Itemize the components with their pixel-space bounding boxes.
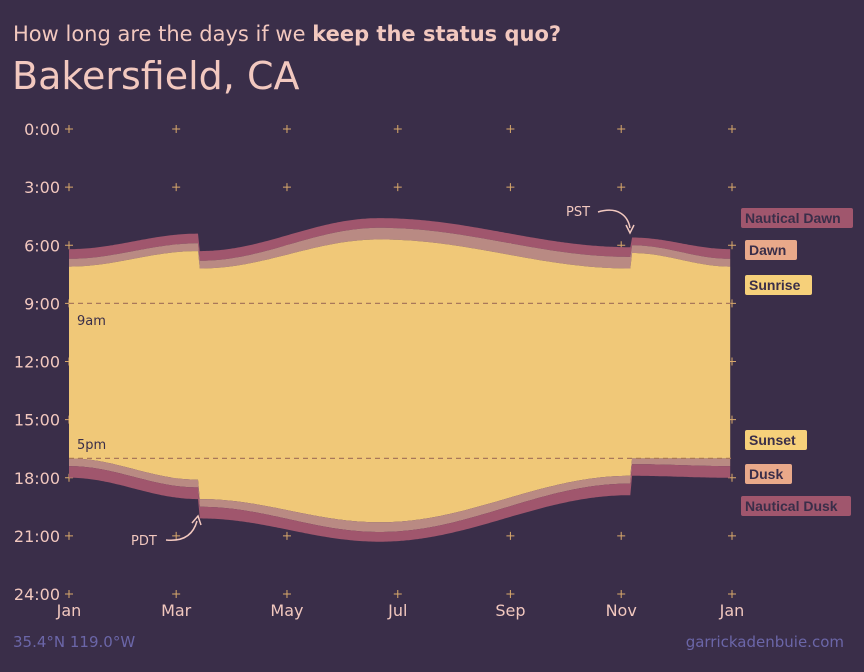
y-tick-label: 3:00 xyxy=(24,178,60,197)
coordinates-label: 35.4°N 119.0°W xyxy=(13,633,136,651)
x-tick-label: Jul xyxy=(387,601,407,620)
grid-cross xyxy=(393,590,402,598)
legend-text: Sunrise xyxy=(749,277,801,293)
legend-text: Dusk xyxy=(749,466,783,482)
legend-box xyxy=(741,496,851,516)
grid-cross xyxy=(728,183,736,192)
grid-cross xyxy=(728,125,736,133)
grid-cross xyxy=(728,531,736,540)
x-tick-label: Mar xyxy=(161,601,192,620)
grid-cross xyxy=(172,531,181,540)
grid-cross xyxy=(282,183,291,192)
chart-subtitle: How long are the days if we keep the sta… xyxy=(13,22,562,46)
y-tick-label: 24:00 xyxy=(14,585,60,604)
nautical-dusk-band xyxy=(69,464,731,542)
grid-cross xyxy=(506,531,515,540)
grid-cross xyxy=(282,590,291,598)
x-tick-label: Jan xyxy=(56,601,82,620)
grid-cross xyxy=(65,183,73,192)
grid-cross xyxy=(728,241,736,250)
y-tick-label: 18:00 xyxy=(14,469,60,488)
grid-cross xyxy=(617,590,626,598)
grid-cross xyxy=(282,531,291,540)
pst-arrowhead xyxy=(625,224,635,235)
annotation-5pm: 5pm xyxy=(77,438,106,453)
x-tick-label: Jan xyxy=(719,601,745,620)
grid-cross xyxy=(65,125,73,133)
grid-cross xyxy=(617,183,626,192)
y-tick-label: 9:00 xyxy=(24,294,60,313)
nautical-dusk-label: Nautical Dusk xyxy=(741,496,851,516)
x-tick-label: Nov xyxy=(606,601,637,620)
grid-cross xyxy=(506,183,515,192)
daylight-bands xyxy=(69,218,731,542)
dusk-label: Dusk xyxy=(745,464,792,484)
x-axis: Jan Mar May Jul Sep Nov Jan xyxy=(56,601,745,620)
legend: Nautical Dawn Dawn Sunrise Sunset Dusk Nautic… xyxy=(741,208,853,516)
grid-cross xyxy=(65,241,73,250)
y-tick-label: 0:00 xyxy=(24,120,60,139)
annotation-9am: 9am xyxy=(77,314,106,329)
annotations: 9am 5pm PST PDT xyxy=(77,205,635,549)
grid-cross xyxy=(617,531,626,540)
dawn-label: Dawn xyxy=(745,240,797,260)
grid-cross xyxy=(728,590,736,598)
grid-cross xyxy=(282,125,291,133)
legend-box xyxy=(745,275,812,295)
annotation-pdt: PDT xyxy=(131,534,157,549)
pdt-arrow xyxy=(165,520,198,541)
grid-cross xyxy=(506,590,515,598)
y-tick-label: 21:00 xyxy=(14,527,60,546)
civil-dawn-band xyxy=(69,227,731,269)
y-tick-label: 15:00 xyxy=(14,411,60,430)
legend-box xyxy=(745,240,797,260)
annotation-pst: PST xyxy=(566,205,590,220)
y-tick-label: 12:00 xyxy=(14,353,60,372)
reference-lines xyxy=(69,302,732,459)
grid-cross xyxy=(172,590,181,598)
grid-cross xyxy=(393,125,402,133)
grid-cross xyxy=(65,590,73,598)
y-axis: 0:00 3:00 6:00 9:00 12:00 15:00 18:00 21:00 24:0… xyxy=(14,120,60,604)
y-tick-label: 6:00 xyxy=(24,236,60,255)
grid-cross xyxy=(65,531,73,540)
legend-box xyxy=(745,464,792,484)
legend-text: Dawn xyxy=(749,242,786,258)
credit-link[interactable]: garrickadenbuie.com xyxy=(685,633,844,651)
grid-cross xyxy=(172,183,181,192)
grid-cross xyxy=(172,125,181,133)
legend-text: Nautical Dusk xyxy=(745,498,838,514)
legend-box xyxy=(745,430,807,450)
legend-text: Sunset xyxy=(749,432,796,448)
sunset-label: Sunset xyxy=(745,430,807,450)
x-tick-label: Sep xyxy=(495,601,525,620)
daylight-band xyxy=(69,239,731,523)
sunrise-label: Sunrise xyxy=(745,275,812,295)
x-tick-label: May xyxy=(270,601,303,620)
pst-arrow xyxy=(597,209,631,229)
grid-cross xyxy=(506,125,515,133)
grid-cross xyxy=(617,125,626,133)
nautical-dawn-label: Nautical Dawn xyxy=(741,208,853,228)
grid-cross xyxy=(393,183,402,192)
legend-box xyxy=(741,208,853,228)
pdt-arrowhead xyxy=(191,514,202,526)
chart-title: Bakersfield, CA xyxy=(12,54,300,98)
legend-text: Nautical Dawn xyxy=(745,210,841,226)
nautical-dawn-band xyxy=(69,218,731,261)
